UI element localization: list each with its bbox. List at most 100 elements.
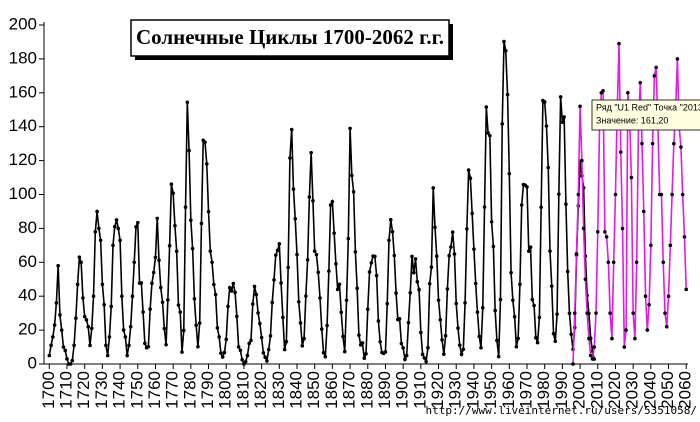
data-point (415, 279, 420, 284)
data-point (530, 297, 535, 302)
data-point (277, 242, 282, 246)
data-point (309, 150, 313, 155)
data-point (171, 191, 175, 195)
data-point (109, 304, 114, 309)
data-point (633, 336, 637, 341)
data-point (525, 185, 529, 189)
x-tick-label: 1750 (127, 371, 146, 409)
data-point (496, 354, 501, 359)
data-point (104, 343, 108, 348)
data-point (339, 310, 344, 315)
data-point (279, 281, 283, 285)
data-point (544, 124, 549, 128)
data-point (447, 253, 451, 258)
data-point (65, 357, 69, 361)
x-tick-label: 1790 (198, 371, 217, 409)
data-point (613, 192, 618, 197)
data-point (318, 296, 322, 300)
data-point (284, 339, 289, 344)
data-point (401, 346, 405, 350)
data-point (364, 352, 368, 356)
data-point (388, 217, 393, 222)
data-point (185, 100, 190, 105)
tooltip-line: Значение: 161,20 (596, 115, 668, 125)
x-tick-label: 1920 (428, 371, 447, 409)
data-point (452, 252, 457, 256)
data-point (438, 317, 443, 322)
data-point (572, 311, 577, 315)
data-point (535, 340, 540, 345)
data-point (355, 286, 359, 291)
y-tick-label: 140 (9, 116, 37, 135)
data-point (275, 248, 280, 253)
x-tick-label: 2020 (605, 371, 624, 409)
data-point (180, 350, 184, 354)
data-point (256, 311, 260, 315)
data-point (519, 203, 524, 207)
data-point (403, 357, 407, 362)
data-point (489, 219, 494, 224)
data-point (304, 294, 308, 298)
data-point (360, 341, 365, 345)
data-point (397, 316, 402, 321)
data-point (236, 345, 241, 349)
data-point (539, 205, 543, 210)
data-point (107, 335, 112, 339)
data-point (197, 321, 202, 325)
data-point (166, 298, 170, 302)
data-point (268, 334, 273, 338)
data-point (477, 334, 482, 339)
data-point (392, 253, 397, 258)
data-point (672, 141, 676, 146)
data-point (282, 347, 287, 352)
data-point (266, 347, 271, 352)
data-point (111, 243, 115, 248)
data-point (562, 115, 566, 119)
data-point (369, 261, 374, 265)
data-point (148, 307, 152, 311)
y-tick-label: 160 (9, 82, 37, 101)
data-point (434, 254, 439, 258)
data-point (367, 270, 372, 274)
data-point (569, 332, 574, 337)
x-tick-label: 1760 (145, 371, 164, 409)
data-point (100, 282, 105, 287)
data-point (436, 298, 441, 303)
data-point (622, 345, 627, 349)
data-point (98, 238, 103, 243)
data-point (682, 235, 687, 239)
data-point (130, 294, 135, 299)
data-point (518, 282, 522, 287)
data-point (344, 298, 349, 303)
data-point (373, 254, 377, 259)
data-point (680, 192, 685, 197)
x-tick-label: 1850 (304, 371, 323, 409)
data-point (551, 331, 556, 336)
data-point (581, 226, 586, 231)
data-point (493, 308, 497, 313)
data-point (54, 301, 59, 305)
x-tick-label: 2050 (658, 371, 677, 409)
data-point (231, 281, 236, 286)
data-point (247, 341, 252, 346)
data-point (470, 211, 474, 216)
data-point (601, 88, 605, 93)
data-point (604, 235, 609, 239)
data-point (217, 335, 221, 339)
data-point (259, 335, 264, 340)
data-point (675, 57, 680, 61)
data-point (222, 350, 227, 355)
data-point (507, 171, 512, 176)
data-point (594, 311, 598, 315)
data-point (468, 176, 473, 181)
data-point (647, 302, 651, 307)
data-point (183, 205, 188, 210)
data-point (229, 289, 234, 293)
data-point (406, 320, 411, 325)
data-point (151, 270, 156, 275)
data-point (74, 316, 78, 321)
data-point (213, 292, 218, 297)
data-point (127, 343, 131, 348)
data-point (365, 307, 370, 312)
data-point (51, 335, 55, 339)
